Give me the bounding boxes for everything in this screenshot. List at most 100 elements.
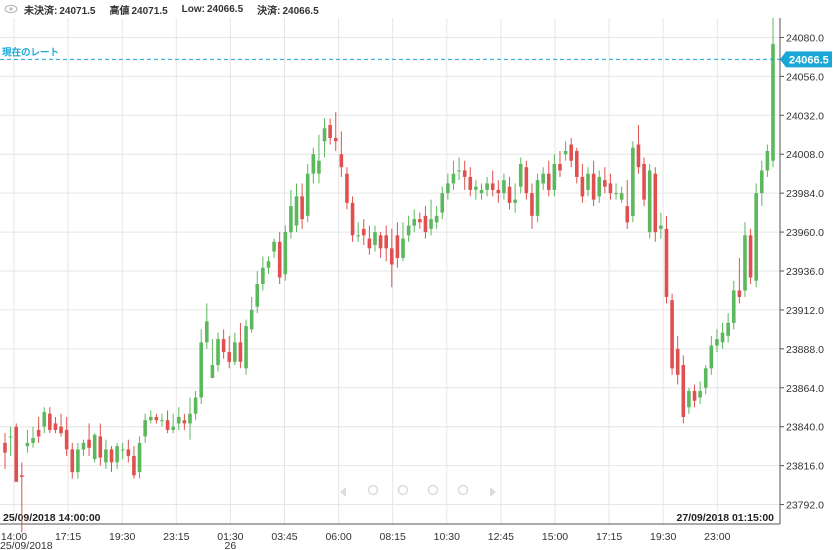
high-value: 高値 24071.5 [110,2,170,17]
zoom-out-icon[interactable] [397,484,409,496]
candle-body [586,173,590,190]
candle-body [703,368,708,388]
candle-body [8,436,13,438]
candle-body [748,235,753,278]
candle-body [597,176,602,197]
candle-body [373,232,377,246]
candle-body [48,413,52,430]
candle-body [378,235,383,249]
candle-body [339,154,344,168]
candle-body [731,290,736,323]
candle-body [647,170,652,233]
candle-body [692,391,697,401]
candle-body [412,219,417,226]
candle-body [193,397,198,414]
candle-body [221,339,226,353]
candle-body [216,339,220,366]
y-tick-label: 23888.0 [786,344,824,356]
candle-body [479,189,484,194]
candle-body [14,426,19,482]
zoom-fit-icon[interactable] [457,484,469,496]
open-value: 未決済: 24071.5 [24,2,98,17]
candle-body [569,144,573,161]
x-tick-label: 17:15 [55,531,81,543]
candle-body [311,154,316,174]
current-rate-value: 24066.5 [789,54,829,66]
candle-body [434,215,439,223]
range-end-label: 27/09/2018 01:15:00 [677,512,775,524]
candle-body [238,342,243,362]
chevron-right-icon[interactable] [490,487,496,497]
x-date-label: 26 [225,540,237,550]
close-label: 決済: [257,5,281,17]
current-rate-marker [780,51,832,68]
candle-body [59,426,63,434]
candle-body [462,170,467,177]
zoom-in-icon[interactable] [367,484,379,496]
chevron-left-icon[interactable] [340,487,346,497]
candle-body [524,167,529,194]
candle-body [698,391,702,398]
x-tick-label: 15:00 [542,531,568,543]
candle-body [518,163,523,187]
candle-body [759,170,764,194]
candle-body [395,235,400,259]
candle-body [277,241,282,278]
candle-body [496,189,501,194]
candle-body [490,183,495,190]
candle-body [233,342,237,362]
candle-body [614,193,618,195]
candle-body [631,147,635,216]
candle-body [294,196,299,226]
candle-body [361,228,366,236]
y-tick-label: 24008.0 [786,149,824,161]
candle-body [176,416,181,424]
candle-body [603,180,607,187]
candle-body [305,173,310,216]
candle-body [53,423,58,430]
candle-body [406,225,411,236]
candle-body [552,163,557,190]
y-tick-label: 23960.0 [786,227,824,239]
candle-body [3,442,7,453]
x-tick-label: 01:30 [217,531,243,543]
candle-body [283,232,288,275]
candle-body [659,225,663,229]
y-tick-label: 23816.0 [786,461,824,473]
candle-body [255,283,260,307]
candle-body [266,261,271,268]
candle-body [574,150,579,177]
candle-body [132,455,136,476]
zoom-reset-icon[interactable] [427,484,439,496]
candle-body [249,309,254,330]
candle-body [743,235,747,291]
candle-body [104,449,108,463]
low-label: Low: [181,3,205,15]
candle-body [356,235,360,237]
candle-body [345,173,349,203]
candle-body [137,442,142,473]
candle-body [715,339,719,346]
open-number: 24071.5 [59,5,96,17]
candle-body [502,180,506,194]
candle-body [31,438,35,443]
x-tick-label: 03:45 [271,531,297,543]
candle-body [20,475,24,477]
candle-body [580,176,585,197]
candle-body [333,138,338,142]
candle-body [664,228,669,297]
candle-body [754,193,758,281]
y-tick-label: 24080.0 [786,32,824,44]
candle-body [171,426,175,430]
close-value: 決済: 24066.5 [257,2,321,17]
candle-body [120,449,125,451]
candle-body [148,416,153,421]
eye-icon[interactable] [4,4,18,14]
candle-body [328,125,332,139]
open-label: 未決済: [24,5,58,17]
candle-body [535,180,540,216]
y-tick-label: 23912.0 [786,305,824,317]
candle-body [670,300,674,369]
candle-body [350,202,355,236]
